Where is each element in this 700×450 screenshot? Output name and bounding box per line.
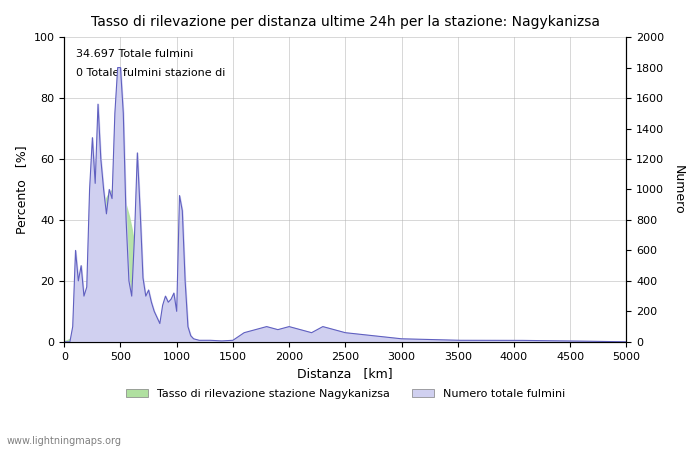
- Legend: Tasso di rilevazione stazione Nagykanizsa, Numero totale fulmini: Tasso di rilevazione stazione Nagykanizs…: [121, 384, 570, 403]
- Text: 0 Totale fulmini stazione di: 0 Totale fulmini stazione di: [76, 68, 225, 77]
- Title: Tasso di rilevazione per distanza ultime 24h per la stazione: Nagykanizsa: Tasso di rilevazione per distanza ultime…: [91, 15, 600, 29]
- Y-axis label: Numero: Numero: [672, 165, 685, 214]
- Text: 34.697 Totale fulmini: 34.697 Totale fulmini: [76, 50, 193, 59]
- Y-axis label: Percento   [%]: Percento [%]: [15, 145, 28, 234]
- X-axis label: Distanza   [km]: Distanza [km]: [298, 367, 393, 380]
- Text: www.lightningmaps.org: www.lightningmaps.org: [7, 436, 122, 446]
